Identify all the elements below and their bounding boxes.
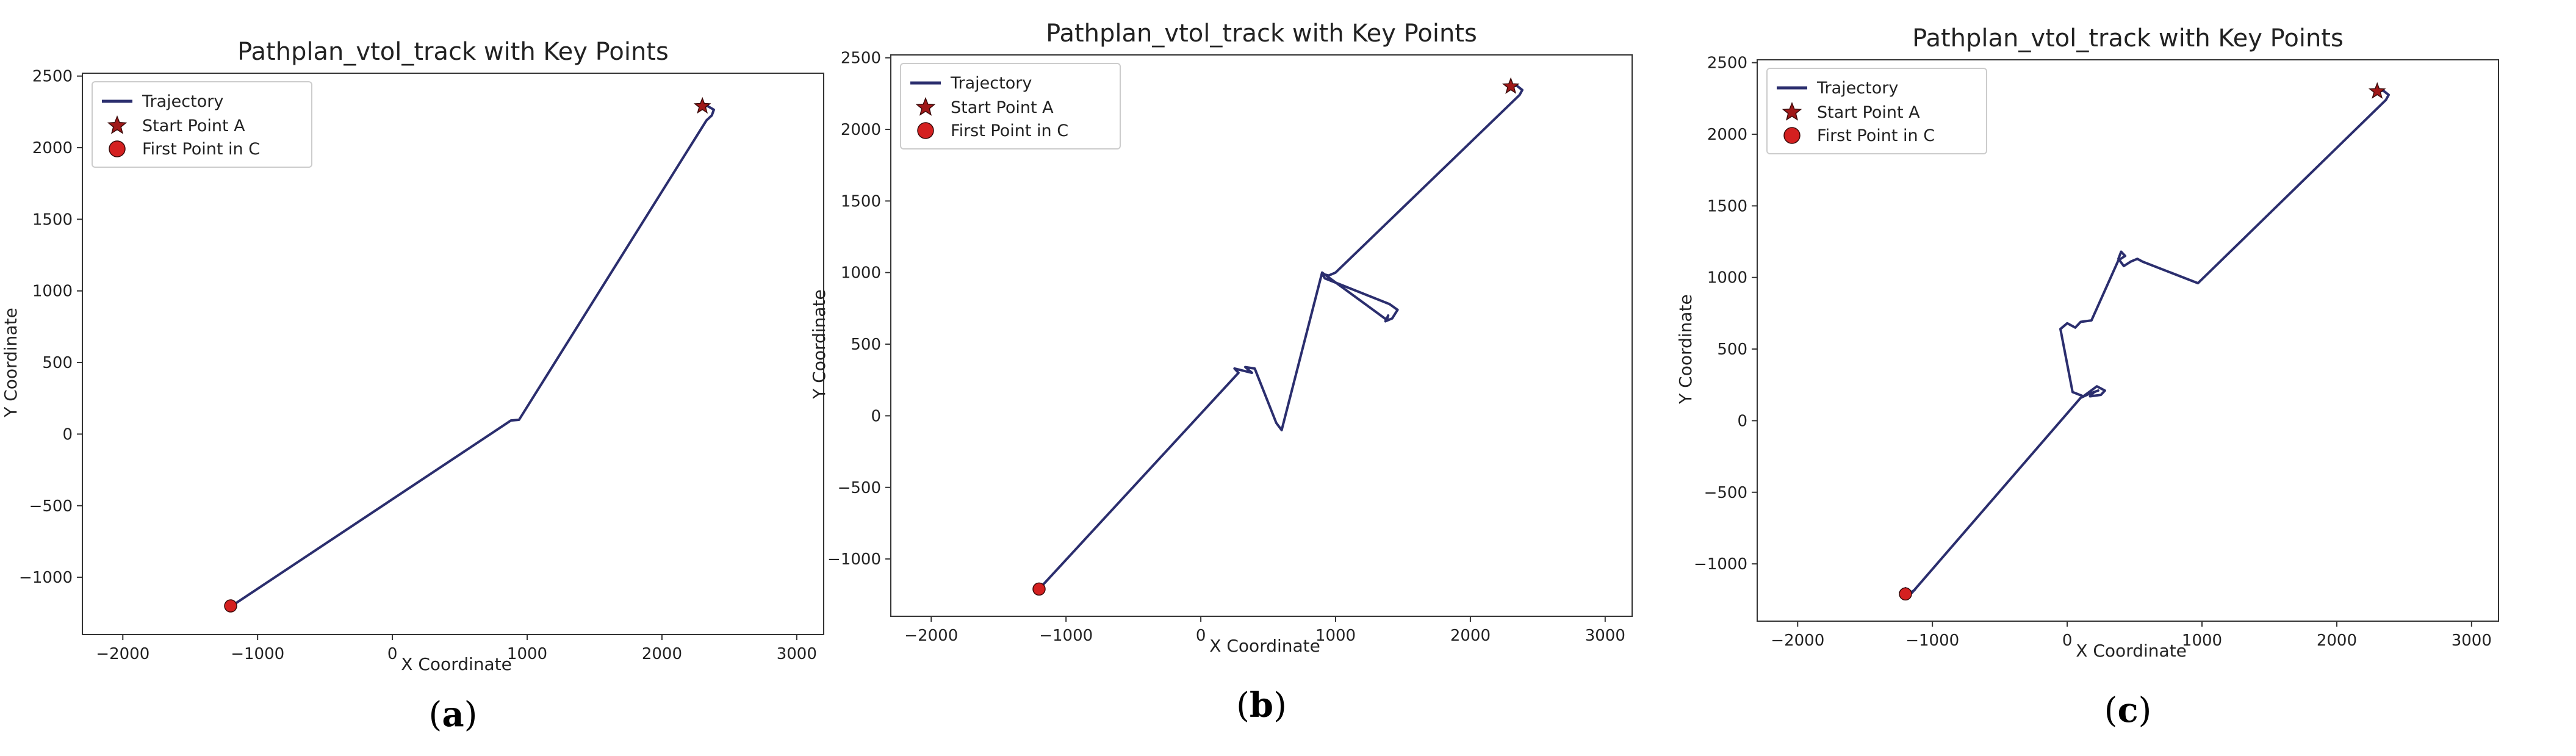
y-tick-label: −500 [838,479,881,497]
x-tick-label: −1000 [1905,632,1959,650]
y-tick-label: 0 [62,425,73,444]
x-tick-label: 1000 [2182,632,2222,650]
y-tick-label: 0 [1737,412,1747,430]
x-tick-label: −1000 [1039,627,1093,645]
first-point-in-c-marker [1032,582,1046,596]
y-tick-label: −1000 [827,550,881,569]
first-point-in-c-marker [1899,587,1912,601]
legend-box [900,63,1121,149]
y-tick-label: 2500 [32,68,73,86]
x-axis-label: X Coordinate [2076,641,2187,661]
y-tick-label: 1000 [32,283,73,301]
x-tick-label: −1000 [231,645,284,663]
y-tick-label: 0 [871,407,881,425]
legend-start-point-label: Start Point A [1817,103,1920,122]
first-point-in-c-marker [224,599,237,613]
legend-first-point-swatch [1783,127,1801,144]
legend-first-point-label: First Point in C [142,140,260,159]
legend-start-point-swatch [107,115,128,134]
y-tick-label: 1500 [1707,197,1747,215]
legend-start-point-label: Start Point A [951,98,1054,117]
x-tick-label: 2000 [2317,632,2357,650]
y-tick-label: 2000 [1707,126,1747,144]
y-tick-label: −500 [1704,484,1747,502]
x-tick-label: 0 [2062,632,2073,650]
chart-legend: Trajectory Start Point A First Point in C [900,63,1121,149]
x-tick-label: 2000 [1450,627,1491,645]
y-axis-label: Y Coordinate [809,289,829,400]
start-point-a-marker [2368,82,2386,99]
subfigure-caption: (a) [428,694,477,735]
y-tick-label: −500 [29,497,73,516]
legend-box [1766,68,1987,154]
y-tick-label: 2000 [841,121,881,139]
subfigure-caption: (c) [2104,690,2152,730]
trajectory-line [1038,84,1524,591]
chart-legend: Trajectory Start Point A First Point in C [1766,68,1987,154]
subfigure-caption: (b) [1236,685,1287,725]
x-tick-label: 2000 [642,645,682,663]
legend-start-point-swatch [915,96,936,116]
legend-box [92,81,312,168]
chart-panel-c: Pathplan_vtol_track with Key Points −2000… [1675,24,2499,730]
chart-title: Pathplan_vtol_track with Key Points [1912,24,2344,52]
x-axis-label: X Coordinate [1209,636,1320,656]
start-point-a-marker [1502,77,1520,94]
x-tick-label: 3000 [1585,627,1625,645]
y-tick-label: 2000 [32,139,73,157]
chart-panel-a: Pathplan_vtol_track with Key Points −2000… [1,38,824,735]
x-tick-label: 1000 [1315,627,1356,645]
chart-panel-b: Pathplan_vtol_track with Key Points −2000… [809,20,1633,725]
x-tick-label: 1000 [507,645,547,663]
x-tick-label: −2000 [96,645,149,663]
y-tick-label: 1500 [841,192,881,211]
chart-title: Pathplan_vtol_track with Key Points [237,38,669,66]
x-tick-label: 0 [1196,627,1206,645]
legend-trajectory-label: Trajectory [950,74,1032,93]
legend-first-point-label: First Point in C [1817,126,1935,145]
legend-start-point-swatch [1782,101,1802,121]
y-tick-label: 500 [42,354,73,372]
x-axis-label: X Coordinate [401,654,512,674]
x-tick-label: 0 [387,645,398,663]
y-axis-label: Y Coordinate [1675,294,1696,405]
legend-first-point-swatch [917,122,934,139]
y-tick-label: −1000 [19,569,73,587]
y-tick-label: 2500 [841,49,881,68]
y-tick-label: 2500 [1707,54,1747,73]
y-tick-label: −1000 [1694,555,1747,574]
legend-trajectory-label: Trajectory [1816,79,1898,98]
y-tick-label: 500 [851,336,881,354]
x-tick-label: −2000 [1771,632,1824,650]
y-tick-label: 1500 [32,211,73,229]
y-tick-label: 500 [1717,340,1747,359]
y-axis-label: Y Coordinate [1,308,21,418]
legend-start-point-label: Start Point A [142,117,245,135]
x-tick-label: −2000 [904,627,958,645]
start-point-a-marker [693,96,711,114]
legend-trajectory-label: Trajectory [142,92,223,111]
y-tick-label: 1000 [1707,269,1747,287]
trajectory-line [1899,89,2390,599]
legend-first-point-label: First Point in C [951,121,1068,140]
chart-title: Pathplan_vtol_track with Key Points [1046,20,1477,48]
y-tick-label: 1000 [841,264,881,283]
x-tick-label: 3000 [777,645,817,663]
trajectory-line [229,105,715,608]
legend-first-point-swatch [109,140,126,157]
x-tick-label: 3000 [2452,632,2492,650]
chart-legend: Trajectory Start Point A First Point in C [92,81,312,168]
